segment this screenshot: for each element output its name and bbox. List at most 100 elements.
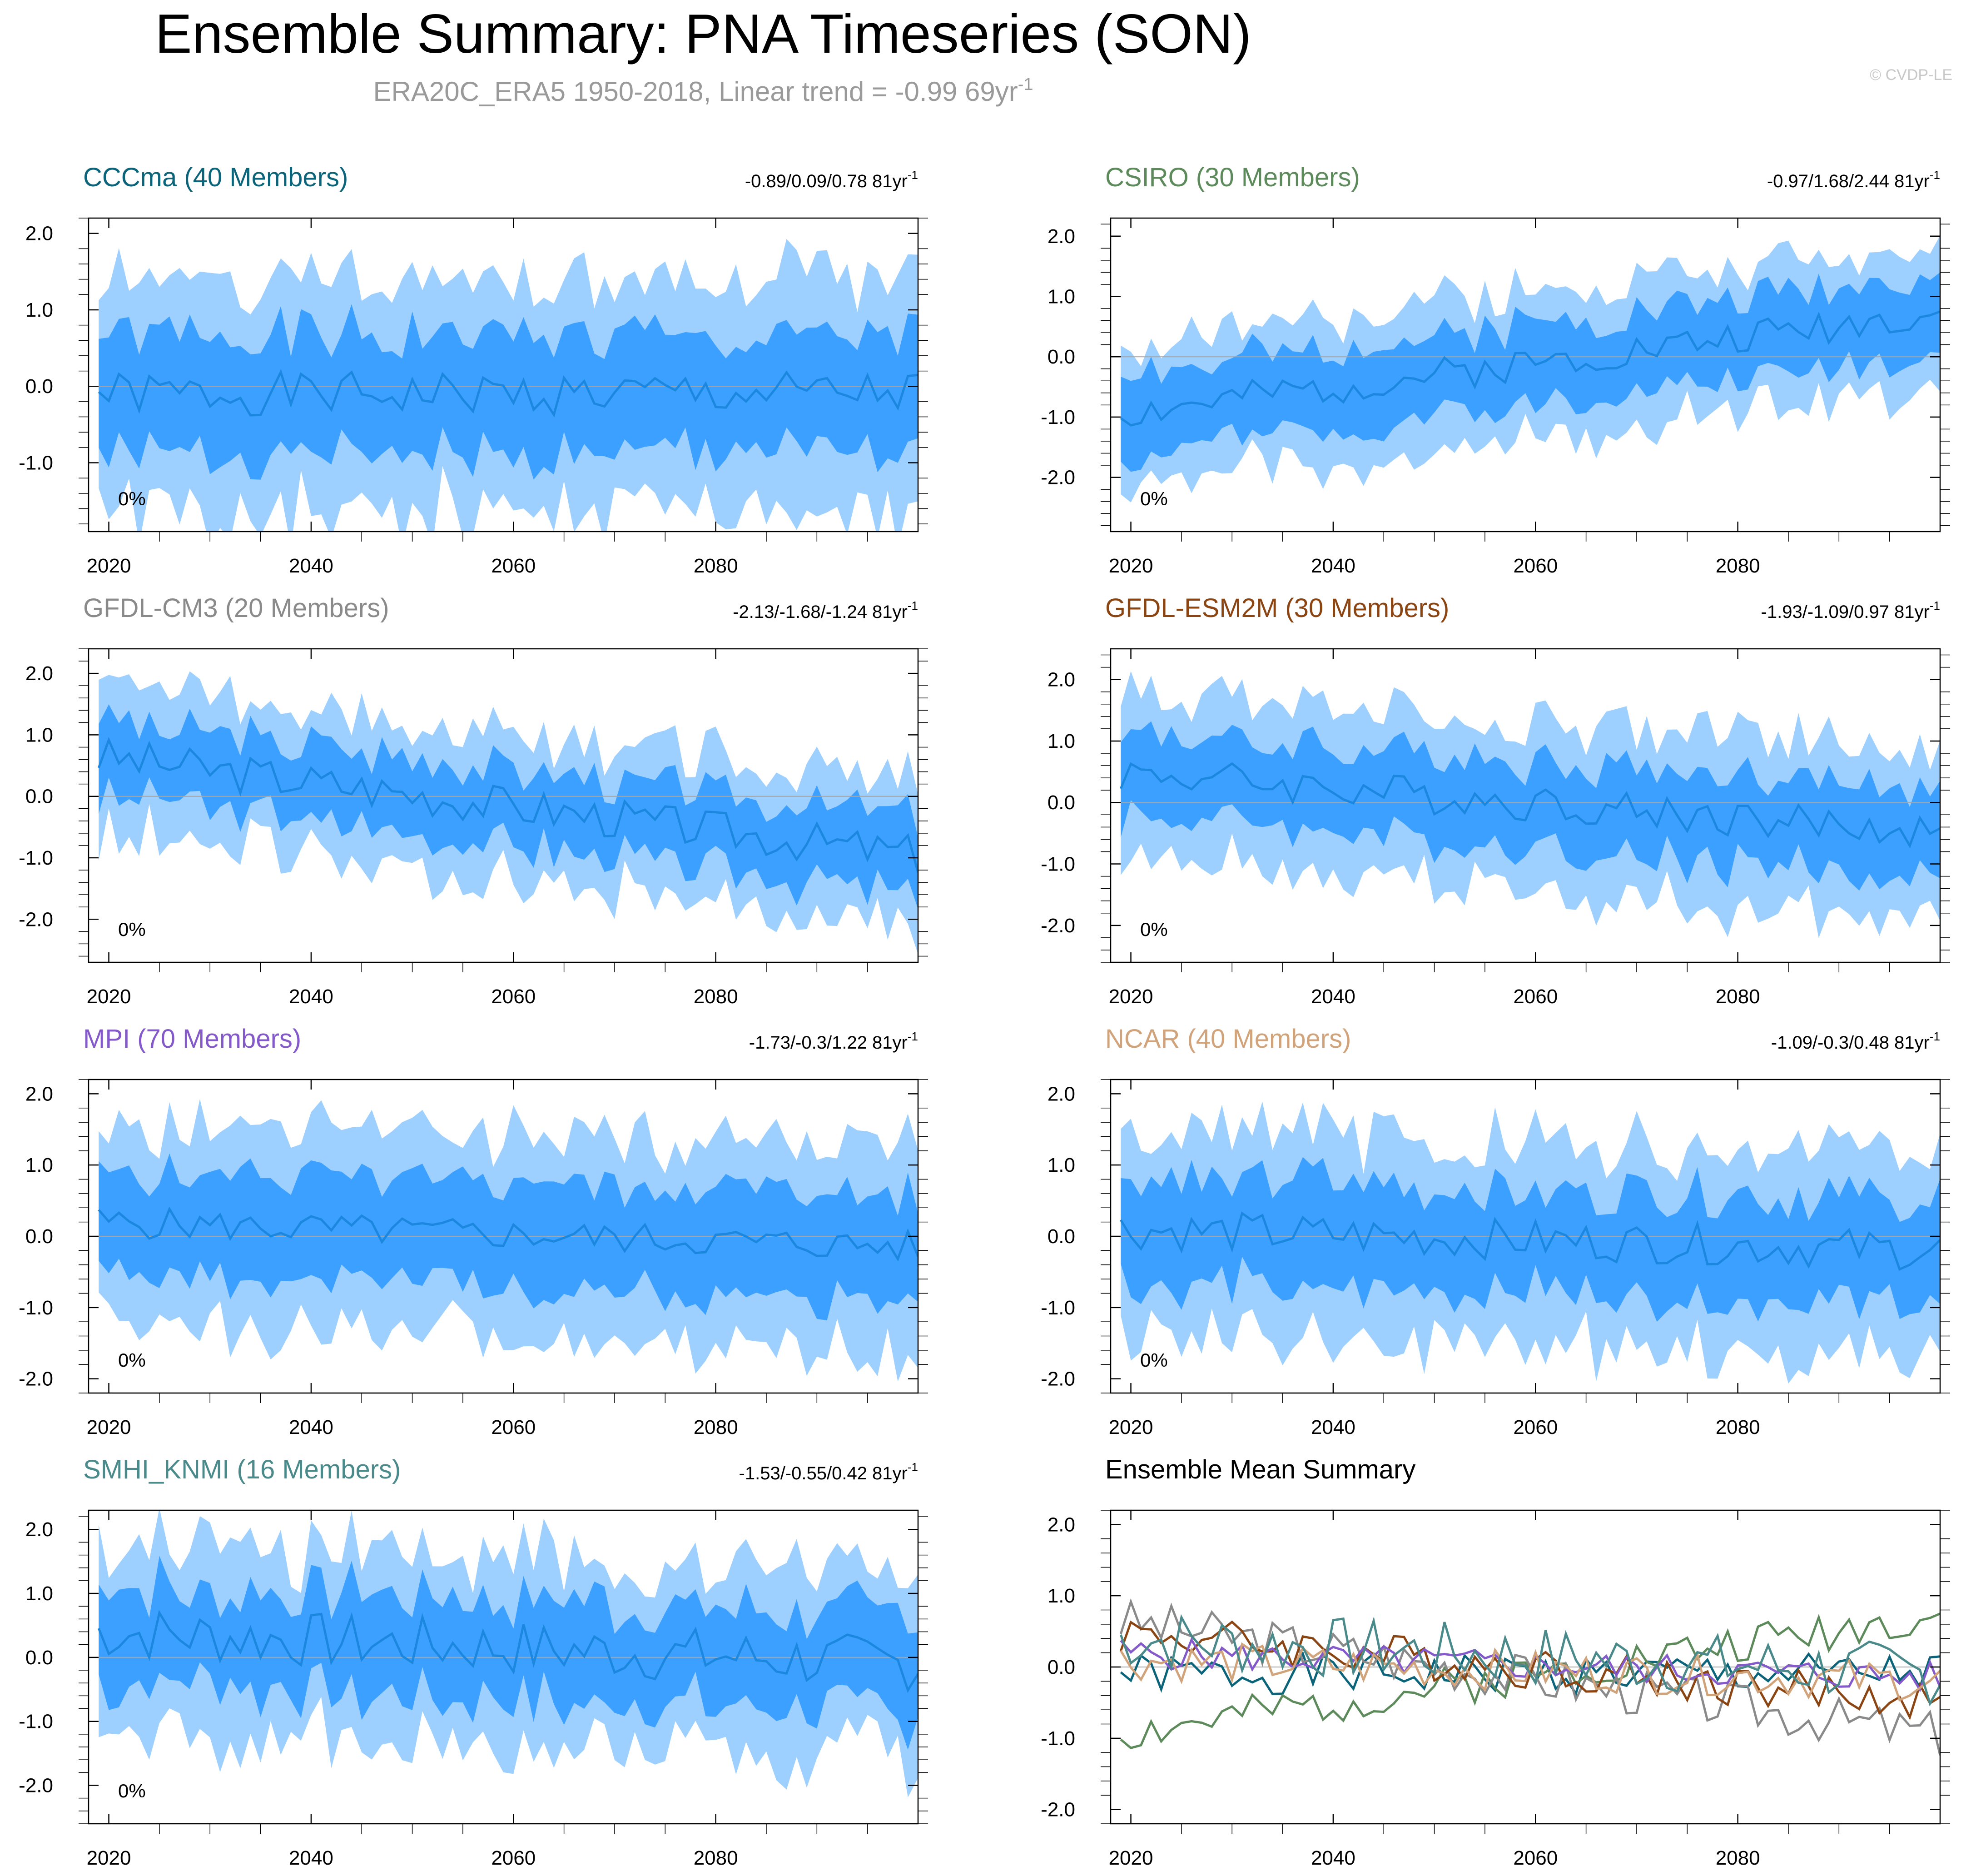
x-tick-label: 2040: [289, 1847, 333, 1869]
y-tick-label: 2.0: [25, 1518, 53, 1541]
x-tick-label: 2020: [1109, 1847, 1153, 1869]
percent-label: 0%: [118, 1349, 146, 1371]
trend-label-main: -1.73/-0.3/1.22 81yr: [749, 1033, 908, 1053]
x-tick-label: 2040: [1311, 985, 1355, 1008]
plot-body: [89, 239, 918, 532]
panel-title: CCCma (40 Members): [83, 163, 348, 192]
panel-4: MPI (70 Members) -1.73/-0.3/1.22 81yr-1 0%…: [19, 1024, 928, 1438]
y-tick-label: 0.0: [25, 1225, 53, 1248]
x-tick-label: 2080: [694, 1847, 738, 1869]
trend-label-sup: -1: [1930, 168, 1940, 182]
x-tick-label: 2060: [1513, 1416, 1558, 1438]
y-tick-label: 0.0: [25, 786, 53, 808]
plot-frame: [88, 648, 919, 963]
trend-label-sup: -1: [908, 1460, 918, 1474]
y-tick-label: -1.0: [19, 1297, 53, 1319]
trend-label: -1.09/-0.3/0.48 81yr-1: [1771, 1030, 1940, 1053]
y-tick-label: 2.0: [1048, 669, 1075, 691]
y-tick-label: -2.0: [19, 1368, 53, 1390]
x-tick-label: 2060: [1513, 555, 1558, 577]
plot-body: [1111, 671, 1940, 938]
panel-3: GFDL-ESM2M (30 Members) -1.93/-1.09/0.97 …: [1041, 593, 1950, 1008]
inner-band: [99, 1556, 918, 1750]
panel-5: NCAR (40 Members) -1.09/-0.3/0.48 81yr-1 0…: [1041, 1024, 1950, 1438]
trend-label: -1.73/-0.3/1.22 81yr-1: [749, 1030, 918, 1053]
subtitle-main: ERA20C_ERA5 1950-2018, Linear trend = -0…: [373, 76, 1018, 107]
trend-label-main: -1.09/-0.3/0.48 81yr: [1771, 1033, 1930, 1053]
trend-label: -1.53/-0.55/0.42 81yr-1: [739, 1460, 918, 1483]
percent-label: 0%: [118, 919, 146, 940]
y-tick-label: 1.0: [1048, 1154, 1075, 1176]
plot-body: [1111, 1598, 1940, 1756]
trend-label: -0.97/1.68/2.44 81yr-1: [1767, 168, 1940, 191]
plot-body: [1111, 1101, 1940, 1384]
trend-label: -2.13/-1.68/-1.24 81yr-1: [733, 599, 918, 622]
y-tick-label: 0.0: [1048, 1225, 1075, 1248]
x-tick-label: 2060: [491, 555, 536, 577]
ensemble-mean-line: [97, 736, 918, 873]
x-tick-label: 2020: [1109, 1416, 1153, 1438]
x-tick-label: 2060: [491, 985, 536, 1008]
x-tick-label: 2080: [1716, 1847, 1760, 1869]
y-tick-label: 0.0: [25, 375, 53, 398]
x-tick-label: 2080: [1716, 985, 1760, 1008]
x-tick-label: 2080: [694, 1416, 738, 1438]
y-tick-label: 1.0: [25, 1154, 53, 1176]
plot-frame: [1110, 217, 1941, 532]
plot-body: [1111, 235, 1940, 503]
inner-band: [1121, 272, 1940, 472]
x-tick-label: 2040: [1311, 1847, 1355, 1869]
y-tick-label: -1.0: [1041, 1727, 1075, 1750]
y-tick-label: -2.0: [19, 908, 53, 931]
panel-title: MPI (70 Members): [83, 1024, 301, 1054]
trend-label-sup: -1: [1930, 1030, 1940, 1043]
ensemble-mean-line: [98, 369, 918, 418]
trend-label-sup: -1: [908, 1030, 918, 1043]
y-tick-label: 1.0: [25, 299, 53, 321]
trend-label-main: -1.53/-0.55/0.42 81yr: [739, 1463, 908, 1483]
y-tick-label: 0.0: [1048, 791, 1075, 814]
ensemble-mean-line: [97, 1610, 918, 1693]
plot-body: [89, 1510, 918, 1797]
panel-0: CCCma (40 Members) -0.89/0.09/0.78 81yr-1…: [19, 163, 928, 577]
x-tick-label: 2060: [491, 1847, 536, 1869]
y-tick-label: 0.0: [1048, 346, 1075, 368]
ensemble-mean-line: [1120, 310, 1940, 427]
inner-band: [99, 304, 918, 480]
percent-label: 0%: [1140, 488, 1168, 509]
x-tick-label: 2040: [1311, 1416, 1355, 1438]
x-tick-label: 2020: [87, 555, 131, 577]
plot-body: [89, 671, 918, 955]
y-tick-label: 1.0: [1048, 1585, 1075, 1607]
panel-title: NCAR (40 Members): [1105, 1024, 1351, 1054]
panel-title: SMHI_KNMI (16 Members): [83, 1455, 401, 1484]
y-tick-label: -2.0: [1041, 1799, 1075, 1821]
y-tick-label: 2.0: [1048, 1083, 1075, 1105]
percent-label: 0%: [1140, 919, 1168, 940]
inner-band: [99, 704, 918, 909]
trend-label-sup: -1: [908, 168, 918, 182]
mean-line-smhi_knmi: [1119, 1614, 1940, 1707]
figure-title: Ensemble Summary: PNA Timeseries (SON): [155, 3, 1251, 65]
x-tick-label: 2020: [87, 985, 131, 1008]
plot-frame: [1110, 648, 1941, 963]
x-tick-label: 2020: [87, 1847, 131, 1869]
plot-frame: [88, 217, 919, 532]
x-tick-label: 2080: [694, 555, 738, 577]
y-tick-label: -1.0: [1041, 1297, 1075, 1319]
x-tick-label: 2040: [289, 555, 333, 577]
y-tick-label: -2.0: [1041, 1368, 1075, 1390]
subtitle-sup: -1: [1018, 75, 1033, 94]
trend-label: -0.89/0.09/0.78 81yr-1: [745, 168, 918, 191]
trend-label-main: -2.13/-1.68/-1.24 81yr: [733, 602, 908, 622]
x-tick-label: 2060: [491, 1416, 536, 1438]
x-tick-label: 2040: [1311, 555, 1355, 577]
ensemble-mean-line: [1119, 762, 1940, 849]
y-tick-label: -2.0: [19, 1775, 53, 1797]
y-tick-label: 2.0: [25, 223, 53, 245]
trend-label-main: -0.97/1.68/2.44 81yr: [1767, 171, 1930, 191]
panel-6: SMHI_KNMI (16 Members) -1.53/-0.55/0.42 8…: [19, 1455, 928, 1869]
y-tick-label: -1.0: [19, 452, 53, 474]
figure-subtitle: ERA20C_ERA5 1950-2018, Linear trend = -0…: [373, 75, 1033, 107]
